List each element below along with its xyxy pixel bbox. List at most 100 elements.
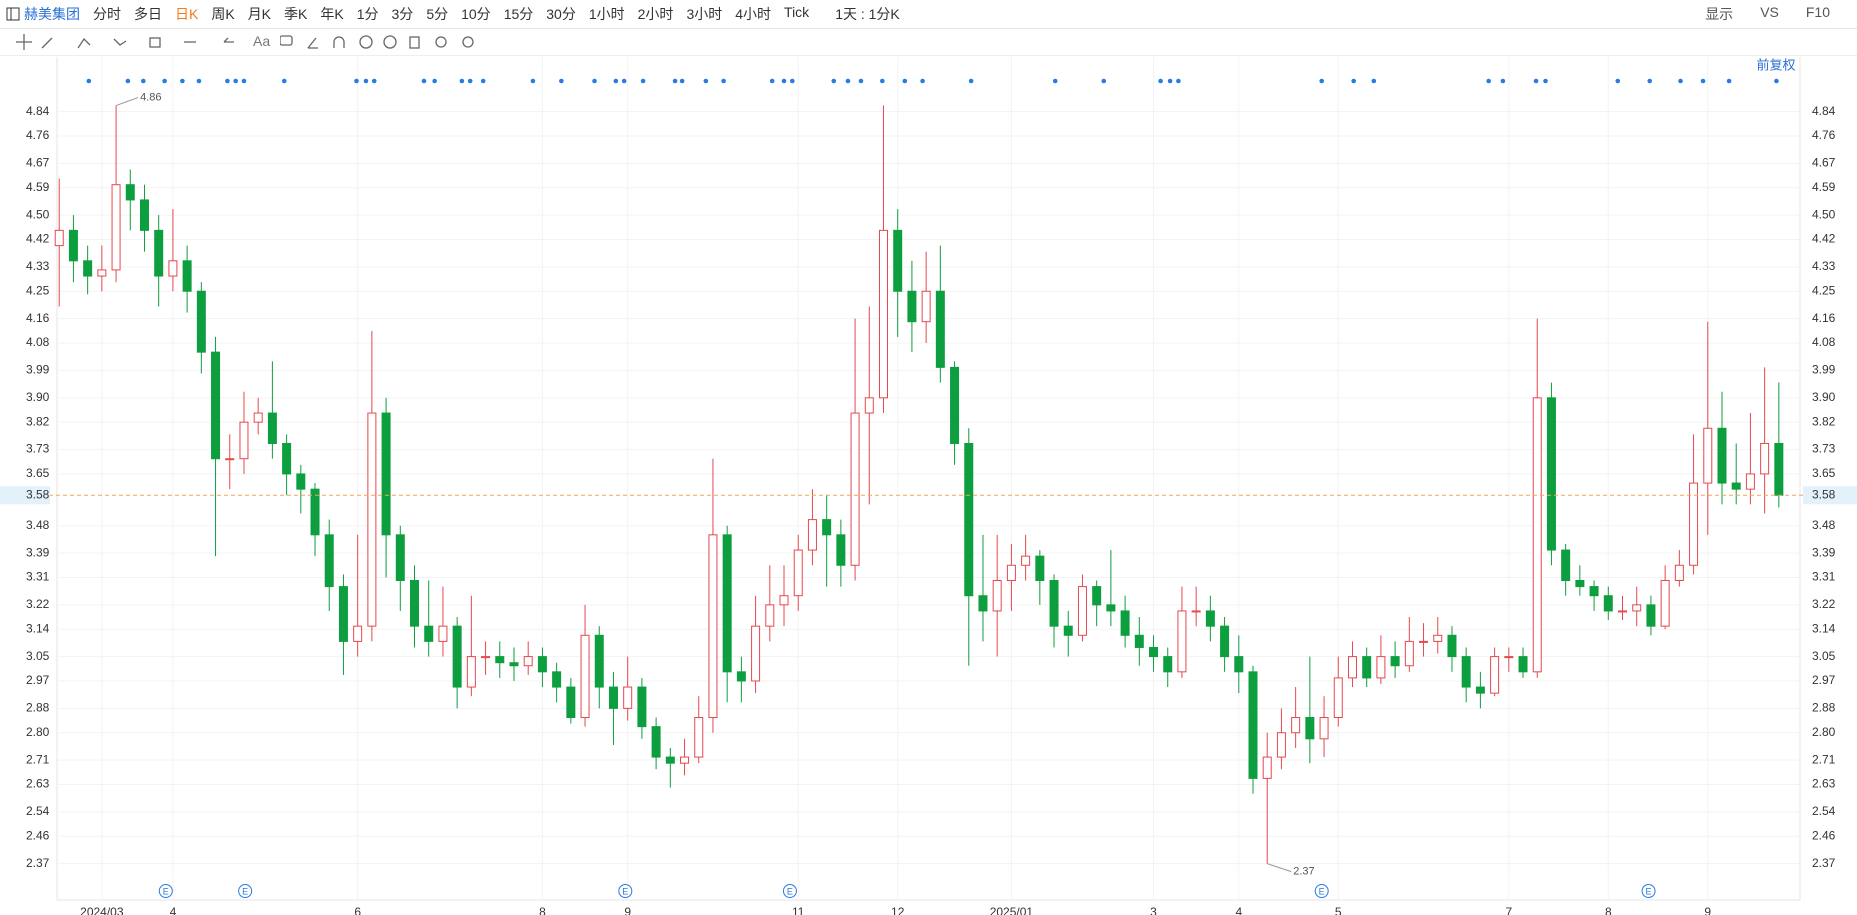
trash-tool[interactable]	[409, 36, 420, 49]
drawing-toolbar: Aa	[0, 29, 1857, 56]
x-tick-label: 4	[1235, 905, 1242, 915]
range-select[interactable]: 1天 : 1分K	[835, 6, 900, 22]
settings-tool[interactable]	[462, 36, 474, 48]
period-button[interactable]: 1分	[356, 6, 379, 22]
wave-tool[interactable]	[113, 38, 127, 46]
x-tick-label: 5	[1335, 905, 1342, 915]
magnet-tool[interactable]	[333, 36, 345, 48]
y-tick-label: 4.42	[26, 232, 50, 246]
candle-body	[637, 686, 647, 728]
display-button[interactable]: 显示	[1705, 6, 1734, 22]
x-tick-label: 6	[354, 905, 361, 915]
move-tool[interactable]	[16, 34, 32, 50]
event-marker	[1314, 884, 1329, 898]
period-button[interactable]: 分时	[93, 6, 121, 22]
pattern-tool[interactable]	[77, 37, 91, 49]
event-dot	[672, 78, 678, 84]
line-tool[interactable]	[41, 37, 53, 49]
y-tick-label-right: 3.22	[1812, 597, 1836, 611]
candle-body	[1518, 656, 1528, 673]
candle-body	[1362, 656, 1372, 679]
period-button[interactable]: 年K	[320, 6, 344, 22]
note-tool[interactable]	[280, 35, 293, 46]
toolbar: 赫美集团 分时 多日 日K 周K 月K 季K 年K 1分 3分 5分 10分 15分 30分 1小时 2小时…	[0, 0, 1857, 29]
arrow-tool[interactable]	[223, 37, 234, 43]
period-button[interactable]: 5分	[426, 6, 449, 22]
event-dot	[86, 78, 92, 84]
last-price-label-right: 3.58	[1812, 487, 1836, 501]
event-dot	[1052, 78, 1058, 84]
candle-body	[708, 534, 718, 719]
f10-button[interactable]: F10	[1805, 4, 1830, 20]
candle-body	[1632, 604, 1642, 612]
y-tick-label: 3.14	[26, 621, 50, 635]
candle-body	[680, 756, 690, 764]
event-dot	[781, 78, 787, 84]
candle-body	[1674, 564, 1684, 581]
y-tick-label-right: 3.82	[1812, 414, 1836, 428]
event-dot	[125, 78, 131, 84]
candle-body	[1390, 656, 1400, 667]
event-marker	[618, 884, 633, 898]
event-dot	[1726, 78, 1732, 84]
stock-name[interactable]: 赫美集团	[24, 6, 80, 22]
x-tick-label: 8	[539, 905, 546, 915]
chart: 前复权 4.84 4.84 4.76 4.76 4.67 4.67 4.59 4.59 4.50…	[0, 57, 1857, 915]
candle-body	[1291, 717, 1301, 734]
event-dot	[880, 78, 885, 84]
angle-tool[interactable]	[307, 37, 318, 49]
candle-body	[893, 229, 903, 292]
candle-body	[239, 421, 249, 460]
period-button[interactable]: 4小时	[735, 6, 772, 22]
y-tick-label: 4.25	[26, 283, 50, 297]
period-button[interactable]: 多日	[134, 6, 162, 22]
period-button[interactable]: 日K	[175, 6, 199, 22]
candle-body	[1376, 656, 1386, 679]
period-button[interactable]: 周K	[211, 6, 235, 22]
period-button[interactable]: 30分	[546, 6, 576, 22]
toolbar-right: 显示 VS F10	[1705, 4, 1843, 24]
y-tick-label: 2.97	[26, 673, 50, 687]
event-dot	[530, 78, 536, 84]
face-tool[interactable]	[359, 35, 373, 49]
candle-body	[1774, 442, 1784, 496]
event-dot	[371, 78, 377, 84]
sidebar-icon[interactable]	[6, 7, 20, 21]
candle-body	[310, 488, 320, 536]
period-button[interactable]: 3分	[391, 6, 414, 22]
y-tick-label-right: 4.42	[1812, 232, 1836, 246]
period-button[interactable]: 3小时	[686, 6, 723, 22]
period-button[interactable]: Tick	[784, 4, 810, 20]
candle-body	[608, 686, 618, 709]
vs-button[interactable]: VS	[1760, 4, 1779, 20]
text-tool[interactable]: Aa	[253, 33, 271, 49]
candle-body	[793, 549, 803, 597]
max-pointer	[115, 97, 139, 107]
y-tick-label-right: 3.48	[1812, 518, 1836, 532]
period-button[interactable]: 10分	[461, 6, 491, 22]
candle-body	[1191, 610, 1201, 613]
candle-body	[139, 199, 149, 231]
candle-body	[1063, 625, 1073, 636]
candle-body	[367, 412, 377, 627]
period-button[interactable]: 2小时	[637, 6, 674, 22]
measure-tool[interactable]	[149, 37, 161, 48]
event-dot	[480, 78, 486, 84]
x-tick-label: 2024/03	[80, 905, 124, 915]
period-button[interactable]: 1小时	[588, 6, 625, 22]
y-tick-label-right: 3.05	[1812, 649, 1836, 663]
y-tick-label: 4.16	[26, 311, 50, 325]
link-tool[interactable]	[435, 36, 447, 48]
event-dot	[281, 78, 287, 84]
period-button[interactable]: 季K	[284, 6, 308, 22]
y-tick-label-right: 4.84	[1812, 104, 1836, 118]
candle-body	[1760, 442, 1770, 475]
candle-body	[623, 686, 633, 709]
adjust-mode[interactable]: 前复权	[1756, 57, 1795, 72]
tool-icons	[16, 34, 234, 50]
period-button[interactable]: 15分	[503, 6, 534, 22]
period-button[interactable]: 月K	[247, 6, 272, 22]
eye-tool[interactable]	[383, 35, 397, 49]
event-dot	[613, 78, 619, 84]
candle-body	[1333, 677, 1343, 719]
